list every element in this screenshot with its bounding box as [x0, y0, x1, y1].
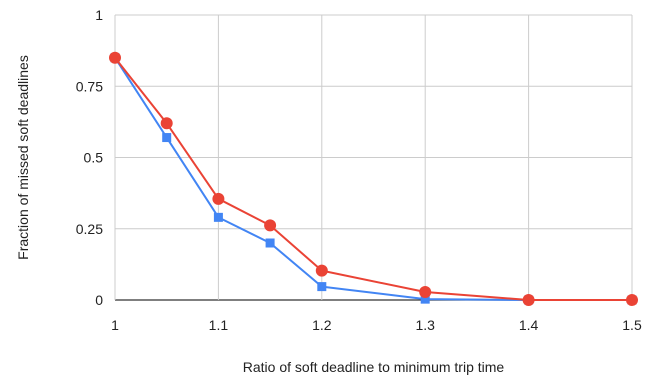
x-tick-label: 1 — [111, 317, 119, 333]
series-2-point — [626, 294, 638, 306]
series-2-point — [419, 286, 432, 299]
y-tick-label: 0.5 — [84, 150, 104, 166]
y-tick-label: 1 — [95, 7, 103, 23]
series-1-point — [317, 282, 327, 292]
x-tick-label: 1.3 — [415, 317, 435, 333]
series-1-line — [114, 57, 632, 301]
series-1-point — [213, 212, 223, 222]
series-1-point — [265, 238, 275, 248]
y-axis-title: Fraction of missed soft deadlines — [15, 55, 31, 260]
series-2-point — [160, 117, 173, 130]
series-1-point — [420, 294, 430, 304]
x-tick-label: 1.4 — [519, 317, 539, 333]
x-tick-label: 1.5 — [622, 317, 642, 333]
y-tick-label: 0 — [95, 292, 103, 308]
series-1-point — [162, 133, 172, 143]
grid-lines — [114, 14, 633, 301]
x-axis-title: Ratio of soft deadline to minimum trip t… — [243, 359, 505, 375]
x-tick-label: 1.2 — [312, 317, 332, 333]
series-lines — [114, 57, 632, 301]
series-2-line — [114, 57, 632, 301]
series-markers — [109, 51, 638, 306]
series-2-point — [109, 51, 121, 64]
series-2-point — [212, 192, 225, 205]
y-tick-label: 0.75 — [76, 78, 103, 94]
series-2-point — [522, 294, 535, 306]
series-2-point — [315, 264, 328, 277]
x-tick-label: 1.1 — [209, 317, 229, 333]
series-2-point — [264, 219, 277, 232]
y-tick-label: 0.25 — [76, 221, 103, 237]
tick-labels: 0 0.25 0.5 0.75 1 1 1.1 1.2 1.3 1.4 1.5 — [76, 7, 642, 333]
